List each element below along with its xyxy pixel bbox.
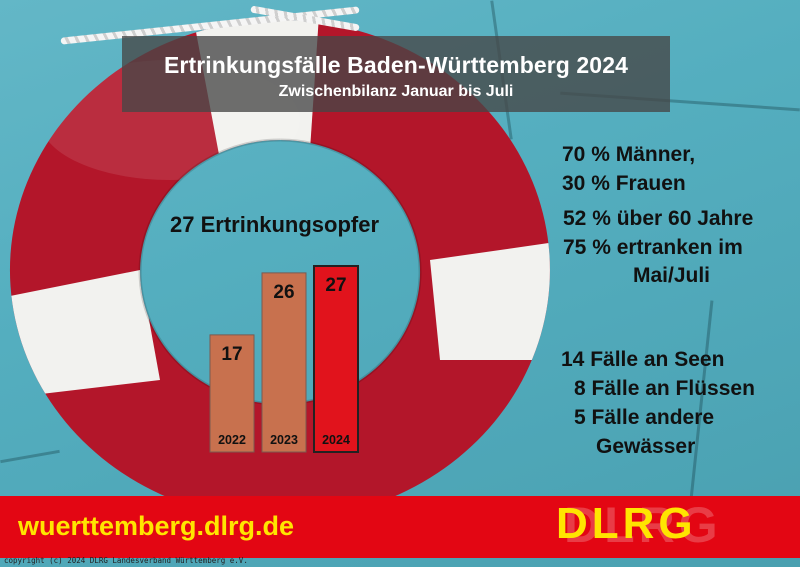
stat-rivers: 8 Fälle an Flüssen [574, 377, 755, 400]
title-box: Ertrinkungsfälle Baden-Württemberg 2024 … [122, 36, 670, 112]
bar-value-label: 17 [221, 344, 242, 365]
stat-other-1: 5 Fälle andere [574, 406, 715, 429]
stat-lakes: 14 Fälle an Seen [561, 348, 725, 371]
stat-women: 30 % Frauen [562, 172, 686, 195]
page-title: Ertrinkungsfälle Baden-Württemberg 2024 [163, 52, 628, 78]
dlrg-logo-text: DLRG [556, 501, 697, 548]
bar-2024 [313, 265, 359, 453]
bar-value-label: 27 [325, 275, 346, 296]
bar-category-label: 2023 [270, 433, 298, 447]
bar-2023 [261, 272, 307, 453]
website-link[interactable]: wuerttemberg.dlrg.de [18, 511, 295, 541]
bar-2022 [209, 334, 255, 453]
bar-category-label: 2022 [218, 433, 246, 447]
dlrg-logo: DLRG DLRG [556, 501, 722, 551]
stat-other-2: Gewässer [596, 435, 696, 458]
stat-month-2: Mai/Juli [633, 264, 711, 287]
footer-bar [0, 496, 800, 558]
chart-title: 27 Ertrinkungsopfer [170, 212, 380, 237]
stat-men: 70 % Männer, [562, 143, 696, 166]
stat-month-1: 75 % ertranken im [563, 236, 743, 259]
dlrg-logo-shadow: DLRG [564, 501, 722, 551]
copyright-text: copyright (c) 2024 DLRG Landesverband Wü… [4, 556, 248, 565]
bar-category-label: 2024 [322, 433, 350, 447]
page-subtitle: Zwischenbilanz Januar bis Juli [278, 83, 514, 100]
bar-value-label: 26 [273, 282, 294, 303]
stat-age: 52 % über 60 Jahre [563, 207, 754, 230]
